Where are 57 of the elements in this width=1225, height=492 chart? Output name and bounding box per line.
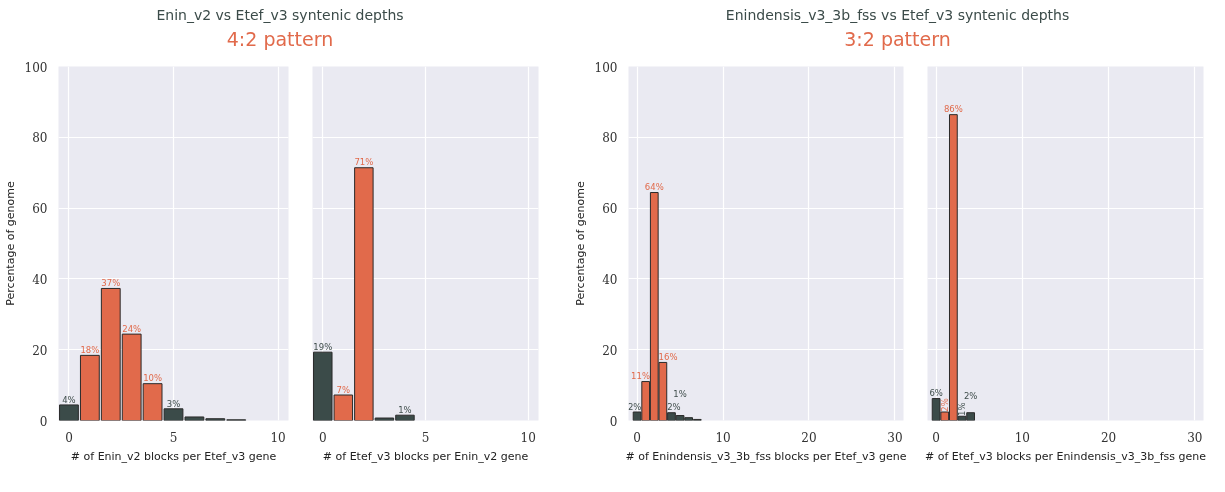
data-label: 10% [143, 373, 163, 384]
data-label: 24% [122, 323, 142, 334]
data-label: 2% [667, 402, 681, 413]
x-axis-title: # of Enin_v2 blocks per Etef_v3 gene [70, 449, 277, 463]
data-label: 2% [939, 398, 950, 412]
y-tick-label: 0 [39, 414, 48, 429]
x-tick-label: 20 [801, 430, 817, 445]
data-label: 1% [957, 402, 967, 417]
chart-title: Enindensis_v3_3b_fss vs Etef_v3 syntenic depths [725, 6, 1070, 25]
x-tick-label: 30 [1187, 430, 1203, 445]
x-tick-label: 0 [65, 430, 73, 445]
y-tick-label: 60 [32, 202, 48, 217]
data-label: 64% [644, 182, 664, 193]
chart-subtitle: 4:2 pattern [226, 27, 334, 52]
data-label: 16% [658, 352, 678, 363]
y-tick-label: 60 [602, 202, 618, 217]
x-axis-title: # of Enindensis_v3_3b_fss blocks per Etef_v3 gene [625, 449, 907, 463]
data-label: 18% [80, 345, 100, 356]
y-tick-label: 100 [594, 60, 618, 75]
x-tick-label: 20 [1100, 430, 1117, 445]
y-tick-label: 80 [602, 131, 618, 146]
x-tick-label: 10 [520, 430, 536, 445]
x-tick-label: 0 [318, 430, 327, 445]
chart-title: Enin_v2 vs Etef_v3 syntenic depths [156, 6, 404, 25]
y-tick-label: 40 [602, 273, 618, 288]
data-label: 4% [62, 394, 76, 405]
data-label: 37% [101, 278, 121, 289]
chart-subtitle: 3:2 pattern [844, 27, 951, 52]
data-label: 2% [627, 401, 642, 412]
data-label: 1% [673, 388, 687, 399]
data-label: 86% [943, 104, 963, 115]
y-tick-label: 0 [609, 414, 618, 429]
x-tick-label: 10 [715, 430, 731, 445]
y-axis-title: Percentage of genome [3, 181, 17, 306]
x-axis-title: # of Etef_v3 blocks per Enin_v2 gene [322, 449, 529, 463]
data-label: 1% [398, 405, 412, 416]
data-label: 6% [929, 388, 943, 399]
x-tick-label: 0 [633, 430, 641, 445]
data-label: 2% [963, 391, 978, 402]
data-label: 71% [354, 157, 374, 168]
y-tick-label: 20 [602, 343, 618, 358]
x-tick-label: 30 [887, 430, 903, 445]
data-label: 11% [631, 371, 650, 382]
y-tick-label: 20 [32, 343, 48, 358]
x-tick-label: 5 [169, 430, 178, 445]
data-label: 19% [313, 342, 333, 353]
y-tick-label: 80 [32, 131, 48, 146]
x-tick-label: 10 [1014, 430, 1031, 445]
x-tick-label: 5 [421, 430, 430, 445]
x-tick-label: 10 [270, 430, 286, 445]
y-tick-label: 40 [32, 273, 48, 288]
y-tick-label: 100 [24, 60, 48, 75]
x-axis-title: # of Etef_v3 blocks per Enindensis_v3_3b_fss gene [925, 449, 1207, 463]
x-tick-label: 0 [932, 430, 940, 445]
data-label: 3% [166, 398, 181, 409]
y-axis-title: Percentage of genome [573, 181, 587, 306]
data-label: 7% [336, 384, 351, 395]
